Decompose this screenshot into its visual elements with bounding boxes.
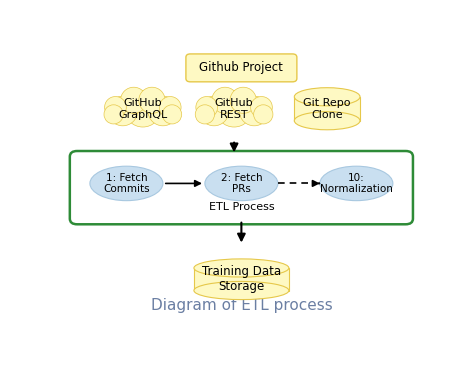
- Ellipse shape: [104, 105, 123, 124]
- Ellipse shape: [90, 166, 163, 201]
- Ellipse shape: [199, 96, 229, 126]
- Ellipse shape: [230, 87, 256, 113]
- Text: 10:
Normalization: 10: Normalization: [320, 173, 393, 194]
- Text: Git Repo
Clone: Git Repo Clone: [303, 98, 351, 120]
- Ellipse shape: [139, 87, 165, 113]
- Text: 2: Fetch
PRs: 2: Fetch PRs: [220, 173, 262, 194]
- Ellipse shape: [159, 97, 181, 118]
- Text: Training Data
Storage: Training Data Storage: [202, 265, 281, 293]
- Ellipse shape: [108, 96, 138, 126]
- Text: Github Project: Github Project: [199, 61, 284, 74]
- Text: GitHub
GraphQL: GitHub GraphQL: [118, 98, 168, 120]
- Ellipse shape: [216, 90, 252, 127]
- FancyBboxPatch shape: [294, 97, 360, 121]
- Ellipse shape: [320, 166, 393, 201]
- FancyBboxPatch shape: [194, 268, 289, 291]
- Text: GitHub
REST: GitHub REST: [215, 98, 253, 120]
- Ellipse shape: [251, 97, 272, 118]
- Ellipse shape: [194, 281, 289, 300]
- Ellipse shape: [205, 166, 278, 201]
- Ellipse shape: [121, 87, 147, 113]
- Ellipse shape: [148, 96, 178, 126]
- Ellipse shape: [212, 87, 238, 113]
- Ellipse shape: [294, 88, 360, 106]
- Ellipse shape: [294, 112, 360, 130]
- Ellipse shape: [105, 97, 126, 118]
- Ellipse shape: [194, 259, 289, 277]
- Ellipse shape: [195, 105, 214, 124]
- Ellipse shape: [124, 90, 161, 127]
- FancyBboxPatch shape: [186, 54, 297, 82]
- Ellipse shape: [239, 96, 269, 126]
- Text: 1: Fetch
Commits: 1: Fetch Commits: [103, 173, 150, 194]
- Text: Diagram of ETL process: Diagram of ETL process: [151, 298, 332, 313]
- Ellipse shape: [196, 97, 218, 118]
- Text: ETL Process: ETL Process: [209, 202, 274, 212]
- Ellipse shape: [254, 105, 273, 124]
- FancyBboxPatch shape: [70, 151, 413, 224]
- Ellipse shape: [162, 105, 182, 124]
